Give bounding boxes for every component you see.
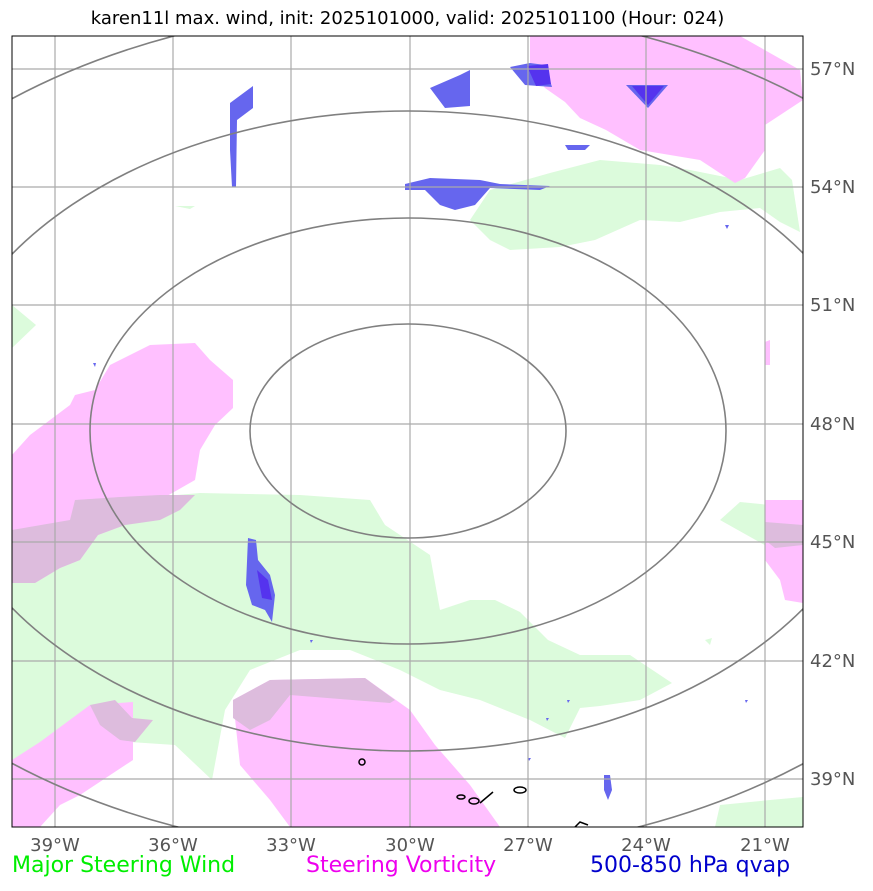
lat-tick: 45°N (810, 532, 855, 553)
map-plot-area (12, 36, 803, 827)
graticule (12, 36, 803, 827)
legend-steering-wind: Major Steering Wind (12, 853, 236, 878)
lon-tick-labels: 39°W 36°W 33°W 30°W 27°W 24°W 21°W (30, 835, 790, 856)
lat-tick: 48°N (810, 414, 855, 435)
distance-ring-3 (12, 110, 803, 752)
qvap-region (93, 63, 748, 800)
legend-qvap: 500-850 hPa qvap (590, 853, 791, 878)
distance-ring-1 (249, 323, 567, 539)
lat-tick: 54°N (810, 177, 855, 198)
lon-tick: 21°W (740, 835, 790, 856)
map-title: karen11l max. wind, init: 2025101000, va… (90, 8, 725, 29)
wind-contours (358, 758, 589, 827)
distance-ring-2 (89, 217, 727, 645)
lon-tick: 33°W (266, 835, 316, 856)
lat-tick: 39°N (810, 769, 855, 790)
lon-tick: 24°W (621, 835, 671, 856)
lat-tick: 57°N (810, 59, 855, 80)
plot-frame (11, 35, 804, 828)
steering-wind-region (12, 160, 803, 827)
lon-tick: 39°W (30, 835, 80, 856)
legend-steering-vorticity: Steering Vorticity (306, 853, 497, 878)
lat-tick: 42°N (810, 651, 855, 672)
distance-rings (12, 36, 803, 827)
lon-tick: 30°W (385, 835, 435, 856)
lat-tick-labels: 57°N 54°N 51°N 48°N 45°N 42°N 39°N (810, 59, 855, 790)
lon-tick: 36°W (148, 835, 198, 856)
lat-tick: 51°N (810, 295, 855, 316)
lon-tick: 27°W (503, 835, 553, 856)
